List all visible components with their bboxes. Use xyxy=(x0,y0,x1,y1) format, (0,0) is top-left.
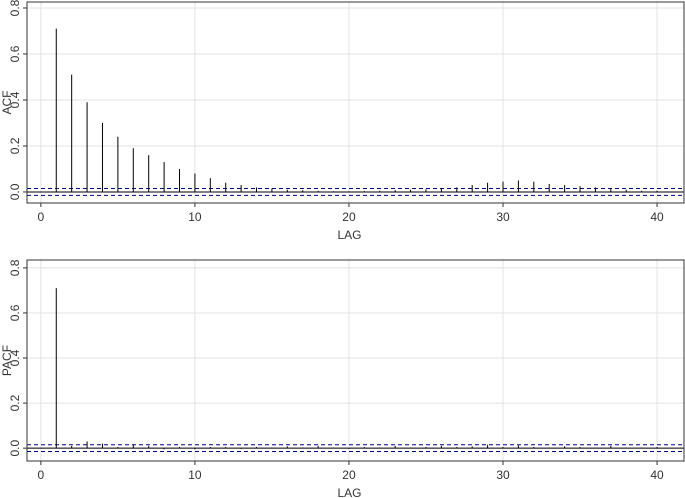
y-tick-label: 0.6 xyxy=(8,45,22,62)
x-tick-label: 20 xyxy=(342,210,356,224)
y-tick-label: 0.4 xyxy=(8,91,22,108)
y-tick-label: 0.2 xyxy=(8,137,22,154)
x-tick-label: 0 xyxy=(38,468,45,482)
x-tick-label: 40 xyxy=(650,468,664,482)
x-tick-label: 10 xyxy=(188,210,202,224)
y-axis-title: ACF xyxy=(0,91,14,115)
y-tick-label: 0.0 xyxy=(8,439,22,456)
plot-frame xyxy=(26,1,685,204)
y-tick-label: 0.2 xyxy=(8,394,22,411)
x-tick-label: 40 xyxy=(650,210,664,224)
y-tick-label: 0.4 xyxy=(8,349,22,366)
x-tick-label: 20 xyxy=(342,468,356,482)
x-axis-title: LAG xyxy=(337,228,361,242)
y-tick-label: 0.6 xyxy=(8,304,22,321)
x-axis-title: LAG xyxy=(337,486,361,498)
x-tick-label: 30 xyxy=(496,468,510,482)
x-tick-label: 0 xyxy=(38,210,45,224)
y-tick-label: 0.8 xyxy=(8,0,22,16)
plot-frame xyxy=(26,259,685,462)
y-tick-label: 0.8 xyxy=(8,259,22,276)
y-axis-title: PACF xyxy=(0,345,14,376)
x-tick-label: 30 xyxy=(496,210,510,224)
y-tick-label: 0.0 xyxy=(8,183,22,200)
x-tick-label: 10 xyxy=(188,468,202,482)
